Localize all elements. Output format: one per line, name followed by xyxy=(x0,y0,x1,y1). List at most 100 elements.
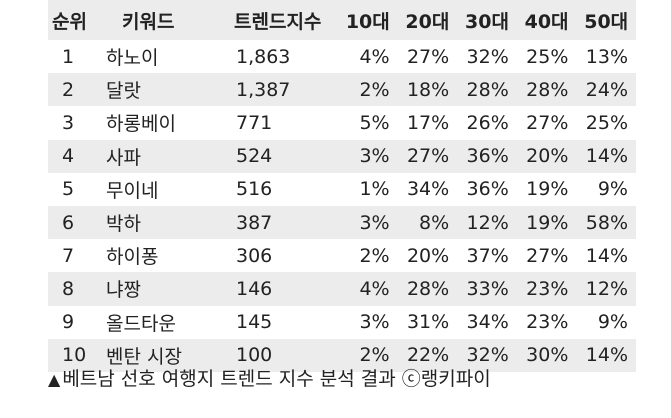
cell-20s: 28% xyxy=(406,277,450,300)
table-row: 7 하이퐁 306 2% 20% 37% 27% 14% xyxy=(48,239,636,273)
cell-40s: 19% xyxy=(526,211,569,234)
cell-trend-index: 1,387 xyxy=(236,78,291,101)
cell-40s: 27% xyxy=(526,111,569,134)
table-row: 4 사파 524 3% 27% 36% 20% 14% xyxy=(48,139,636,173)
cell-keyword: 냐짱 xyxy=(106,279,141,302)
cell-20s: 22% xyxy=(406,344,450,367)
cell-10s: 3% xyxy=(359,311,390,334)
cell-40s: 19% xyxy=(526,178,569,201)
trend-table-container: 순위 키워드 트렌드지수 10대 20대 30대 40대 50대 1 하노이 1… xyxy=(48,0,636,372)
cell-20s: 18% xyxy=(406,78,450,101)
header-10s: 10대 xyxy=(345,10,390,33)
cell-50s: 25% xyxy=(585,111,628,134)
cell-40s: 23% xyxy=(526,277,569,300)
cell-keyword: 사파 xyxy=(106,146,141,169)
cell-trend-index: 524 xyxy=(236,145,273,168)
cell-50s: 14% xyxy=(585,244,628,267)
trend-table: 순위 키워드 트렌드지수 10대 20대 30대 40대 50대 1 하노이 1… xyxy=(48,0,636,372)
cell-10s: 4% xyxy=(359,45,390,68)
cell-30s: 12% xyxy=(466,211,509,234)
cell-50s: 9% xyxy=(597,311,628,334)
cell-trend-index: 306 xyxy=(236,244,273,267)
cell-keyword: 하롱베이 xyxy=(106,113,176,136)
cell-40s: 30% xyxy=(526,344,569,367)
cell-10s: 3% xyxy=(359,211,390,234)
cell-30s: 32% xyxy=(466,344,509,367)
cell-40s: 27% xyxy=(526,244,569,267)
header-40s: 40대 xyxy=(524,10,569,33)
cell-20s: 17% xyxy=(406,111,450,134)
cell-rank: 9 xyxy=(62,311,75,334)
header-20s: 20대 xyxy=(405,10,450,33)
cell-50s: 24% xyxy=(585,78,628,101)
cell-50s: 12% xyxy=(585,277,628,300)
cell-keyword: 하이퐁 xyxy=(106,246,159,269)
table-row: 10 벤탄 시장 100 2% 22% 32% 30% 14% xyxy=(48,338,636,372)
cell-rank: 1 xyxy=(62,45,75,68)
cell-trend-index: 146 xyxy=(236,277,273,300)
cell-10s: 3% xyxy=(359,145,390,168)
caption-source: 랭키파이 xyxy=(420,368,491,390)
header-trend-index: 트렌드지수 xyxy=(234,10,322,33)
cell-trend-index: 387 xyxy=(236,211,273,234)
cell-30s: 32% xyxy=(466,45,509,68)
cell-rank: 3 xyxy=(62,111,75,134)
cell-50s: 14% xyxy=(585,145,628,168)
cell-30s: 33% xyxy=(466,277,509,300)
table-row: 9 올드타운 145 3% 31% 34% 23% 9% xyxy=(48,305,636,339)
cell-50s: 9% xyxy=(597,178,628,201)
cell-rank: 10 xyxy=(62,344,87,367)
cell-keyword: 벤탄 시장 xyxy=(106,345,182,368)
table-row: 5 무이네 516 1% 34% 36% 19% 9% xyxy=(48,172,636,206)
cell-rank: 2 xyxy=(62,78,75,101)
caption-text: 베트남 선호 여행지 트렌드 지수 분석 결과 xyxy=(62,368,402,390)
cell-20s: 20% xyxy=(406,244,450,267)
cell-40s: 20% xyxy=(526,145,569,168)
table-row: 2 달랏 1,387 2% 18% 28% 28% 24% xyxy=(48,73,636,107)
cell-trend-index: 100 xyxy=(236,344,273,367)
cell-30s: 36% xyxy=(466,145,509,168)
cell-rank: 7 xyxy=(62,244,75,267)
cell-10s: 2% xyxy=(359,78,390,101)
cell-50s: 13% xyxy=(585,45,628,68)
cell-30s: 34% xyxy=(466,311,509,334)
cell-keyword: 올드타운 xyxy=(106,312,176,335)
cell-trend-index: 516 xyxy=(236,178,273,201)
cell-trend-index: 771 xyxy=(236,111,273,134)
cell-keyword: 박하 xyxy=(106,213,141,236)
cell-50s: 14% xyxy=(585,344,628,367)
cell-20s: 27% xyxy=(406,145,450,168)
cell-rank: 5 xyxy=(62,178,75,201)
cell-30s: 36% xyxy=(466,178,509,201)
cell-rank: 6 xyxy=(62,211,75,234)
cell-trend-index: 145 xyxy=(236,311,273,334)
cell-30s: 28% xyxy=(466,78,509,101)
triangle-up-icon: ▲ xyxy=(48,370,61,389)
table-header-row: 순위 키워드 트렌드지수 10대 20대 30대 40대 50대 xyxy=(48,0,636,40)
cell-10s: 2% xyxy=(359,244,390,267)
cell-50s: 58% xyxy=(585,211,628,234)
cell-30s: 37% xyxy=(466,244,509,267)
cell-10s: 2% xyxy=(359,344,390,367)
cell-40s: 25% xyxy=(526,45,569,68)
header-rank: 순위 xyxy=(52,10,87,33)
header-30s: 30대 xyxy=(465,10,509,33)
table-row: 8 냐짱 146 4% 28% 33% 23% 12% xyxy=(48,272,636,306)
cell-keyword: 달랏 xyxy=(106,80,141,103)
table-row: 6 박하 387 3% 8% 12% 19% 58% xyxy=(48,205,636,240)
cell-keyword: 하노이 xyxy=(106,47,159,70)
table-row: 3 하롱베이 771 5% 17% 26% 27% 25% xyxy=(48,106,636,140)
copyright-icon: ⓒ xyxy=(401,368,421,390)
cell-10s: 4% xyxy=(359,277,390,300)
cell-rank: 8 xyxy=(62,277,75,300)
cell-30s: 26% xyxy=(466,111,509,134)
table-row: 1 하노이 1,863 4% 27% 32% 25% 13% xyxy=(48,40,636,74)
header-keyword: 키워드 xyxy=(122,10,175,33)
cell-10s: 1% xyxy=(359,178,390,201)
cell-20s: 8% xyxy=(419,211,450,234)
cell-trend-index: 1,863 xyxy=(236,45,291,68)
cell-20s: 31% xyxy=(406,311,450,334)
cell-40s: 23% xyxy=(526,311,569,334)
cell-rank: 4 xyxy=(62,145,75,168)
cell-20s: 27% xyxy=(406,45,450,68)
